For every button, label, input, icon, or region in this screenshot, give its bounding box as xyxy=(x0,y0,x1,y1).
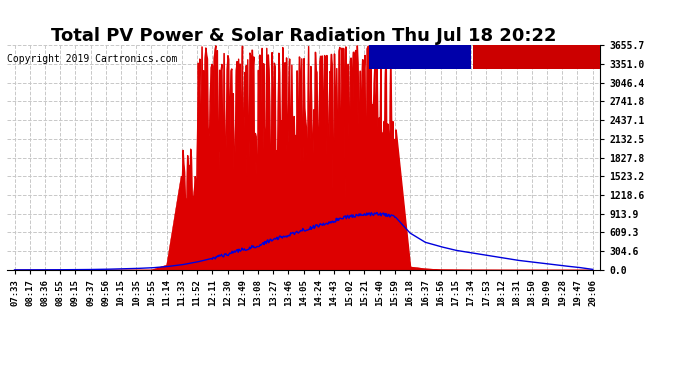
Text: PV Panels  (DC Watts): PV Panels (DC Watts) xyxy=(476,52,597,62)
Text: Copyright 2019 Cartronics.com: Copyright 2019 Cartronics.com xyxy=(7,54,177,64)
Text: Radiation (W/m2): Radiation (W/m2) xyxy=(373,52,469,62)
Title: Total PV Power & Solar Radiation Thu Jul 18 20:22: Total PV Power & Solar Radiation Thu Jul… xyxy=(51,27,556,45)
